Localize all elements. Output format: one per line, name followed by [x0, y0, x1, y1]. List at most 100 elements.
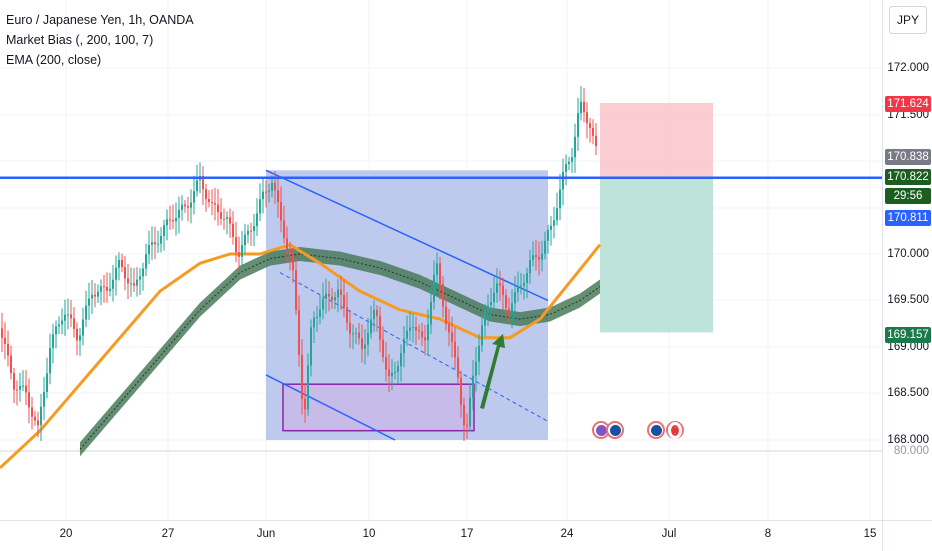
candle-body	[94, 294, 96, 297]
candle-body	[286, 238, 288, 250]
candle-body	[541, 253, 543, 260]
candle-body	[262, 191, 264, 200]
candle-body	[388, 369, 390, 377]
candle-body	[181, 204, 183, 210]
candle-body	[70, 314, 72, 319]
price-tick: 172.000	[887, 62, 929, 74]
candle-body	[382, 339, 384, 358]
candle-body	[280, 202, 282, 221]
candle-body	[103, 286, 105, 288]
stop-loss-price-tag: 171.624	[885, 96, 931, 112]
candle-body	[451, 332, 453, 342]
candle-body	[4, 337, 6, 344]
candle-body	[91, 294, 93, 299]
legend-market-bias[interactable]: Market Bias (, 200, 100, 7)	[6, 33, 154, 47]
chart-legend: Euro / Japanese Yen, 1h, OANDA Market Bi…	[6, 10, 194, 70]
candle-body	[355, 332, 357, 334]
stop-loss-zone	[600, 102, 713, 178]
candle-body	[19, 385, 21, 390]
candle-body	[274, 182, 276, 191]
candle-body	[580, 101, 582, 114]
candle-body	[331, 296, 333, 301]
candle-body	[268, 190, 270, 192]
candle-body	[577, 113, 579, 137]
candle-body	[58, 324, 60, 327]
candle-body	[361, 338, 363, 349]
candle-body	[511, 303, 513, 314]
candle-body	[172, 220, 174, 222]
ema-200-line	[0, 243, 602, 469]
candle-body	[319, 309, 321, 317]
candle-body	[439, 263, 441, 284]
time-tick: 27	[161, 528, 175, 540]
price-tick: 170.000	[887, 248, 929, 260]
candle-body	[238, 252, 240, 257]
candle-body	[79, 335, 81, 341]
candle-body	[295, 270, 297, 311]
candle-body	[358, 332, 360, 339]
candle-body	[568, 161, 570, 165]
candle-body	[76, 328, 78, 341]
time-tick: 24	[560, 528, 574, 540]
candle-body	[544, 240, 546, 254]
candle-body	[61, 320, 63, 325]
candle-body	[88, 298, 90, 306]
candle-body	[145, 254, 147, 269]
legend-symbol[interactable]: Euro / Japanese Yen, 1h, OANDA	[6, 13, 194, 27]
candle-body	[259, 199, 261, 214]
event-icon-jp[interactable]	[666, 421, 684, 439]
candle-body	[448, 324, 450, 333]
candle-body	[436, 263, 438, 275]
candle-body	[205, 189, 207, 200]
candle-body	[118, 260, 120, 268]
candle-body	[28, 392, 30, 408]
price-tick: 171.500	[887, 109, 929, 121]
candle-body	[52, 334, 54, 348]
candle-body	[574, 136, 576, 158]
price-tick: 168.000	[887, 434, 929, 446]
time-axis[interactable]: 20 27 Jun 10 17 24 Jul 8 15	[0, 520, 882, 551]
currency-button[interactable]: JPY	[889, 6, 927, 34]
legend-ema[interactable]: EMA (200, close)	[6, 53, 102, 67]
candle-body	[499, 283, 501, 286]
candle-body	[487, 305, 489, 311]
jp-flag-icon	[668, 421, 682, 439]
candle-body	[106, 286, 108, 291]
event-icon-eu[interactable]	[606, 421, 624, 439]
eu-flag-icon	[609, 424, 621, 436]
candle-body	[124, 266, 126, 279]
candle-body	[202, 175, 204, 190]
candle-body	[97, 291, 99, 297]
candle-body	[367, 333, 369, 345]
candle-body	[187, 206, 189, 208]
candle-body	[433, 274, 435, 302]
event-icon-eu-2[interactable]	[647, 421, 665, 439]
candle-body	[277, 190, 279, 203]
candle-body	[520, 285, 522, 287]
price-axis[interactable]: 172.000 171.500 170.000 169.500 169.000 …	[882, 0, 932, 520]
price-chart[interactable]	[0, 0, 882, 520]
time-tick: 8	[764, 528, 772, 540]
chart-area[interactable]: Euro / Japanese Yen, 1h, OANDA Market Bi…	[0, 0, 882, 520]
candle-body	[160, 235, 162, 244]
candle-body	[139, 276, 141, 280]
price-tick: 169.000	[887, 341, 929, 353]
candle-body	[493, 292, 495, 302]
candle-body	[112, 279, 114, 289]
candle-body	[502, 285, 504, 296]
candle-body	[211, 202, 213, 204]
candle-body	[244, 234, 246, 246]
candle-body	[241, 245, 243, 257]
price-tick: 168.500	[887, 387, 929, 399]
candle-body	[130, 283, 132, 285]
candle-body	[109, 288, 111, 291]
candle-body	[133, 283, 135, 286]
candle-body	[43, 391, 45, 407]
candle-body	[100, 286, 102, 292]
candle-body	[136, 279, 138, 286]
candle-body	[232, 223, 234, 238]
candle-body	[508, 308, 510, 314]
candle-body	[547, 229, 549, 241]
candle-body	[334, 297, 336, 301]
candle-body	[406, 330, 408, 339]
